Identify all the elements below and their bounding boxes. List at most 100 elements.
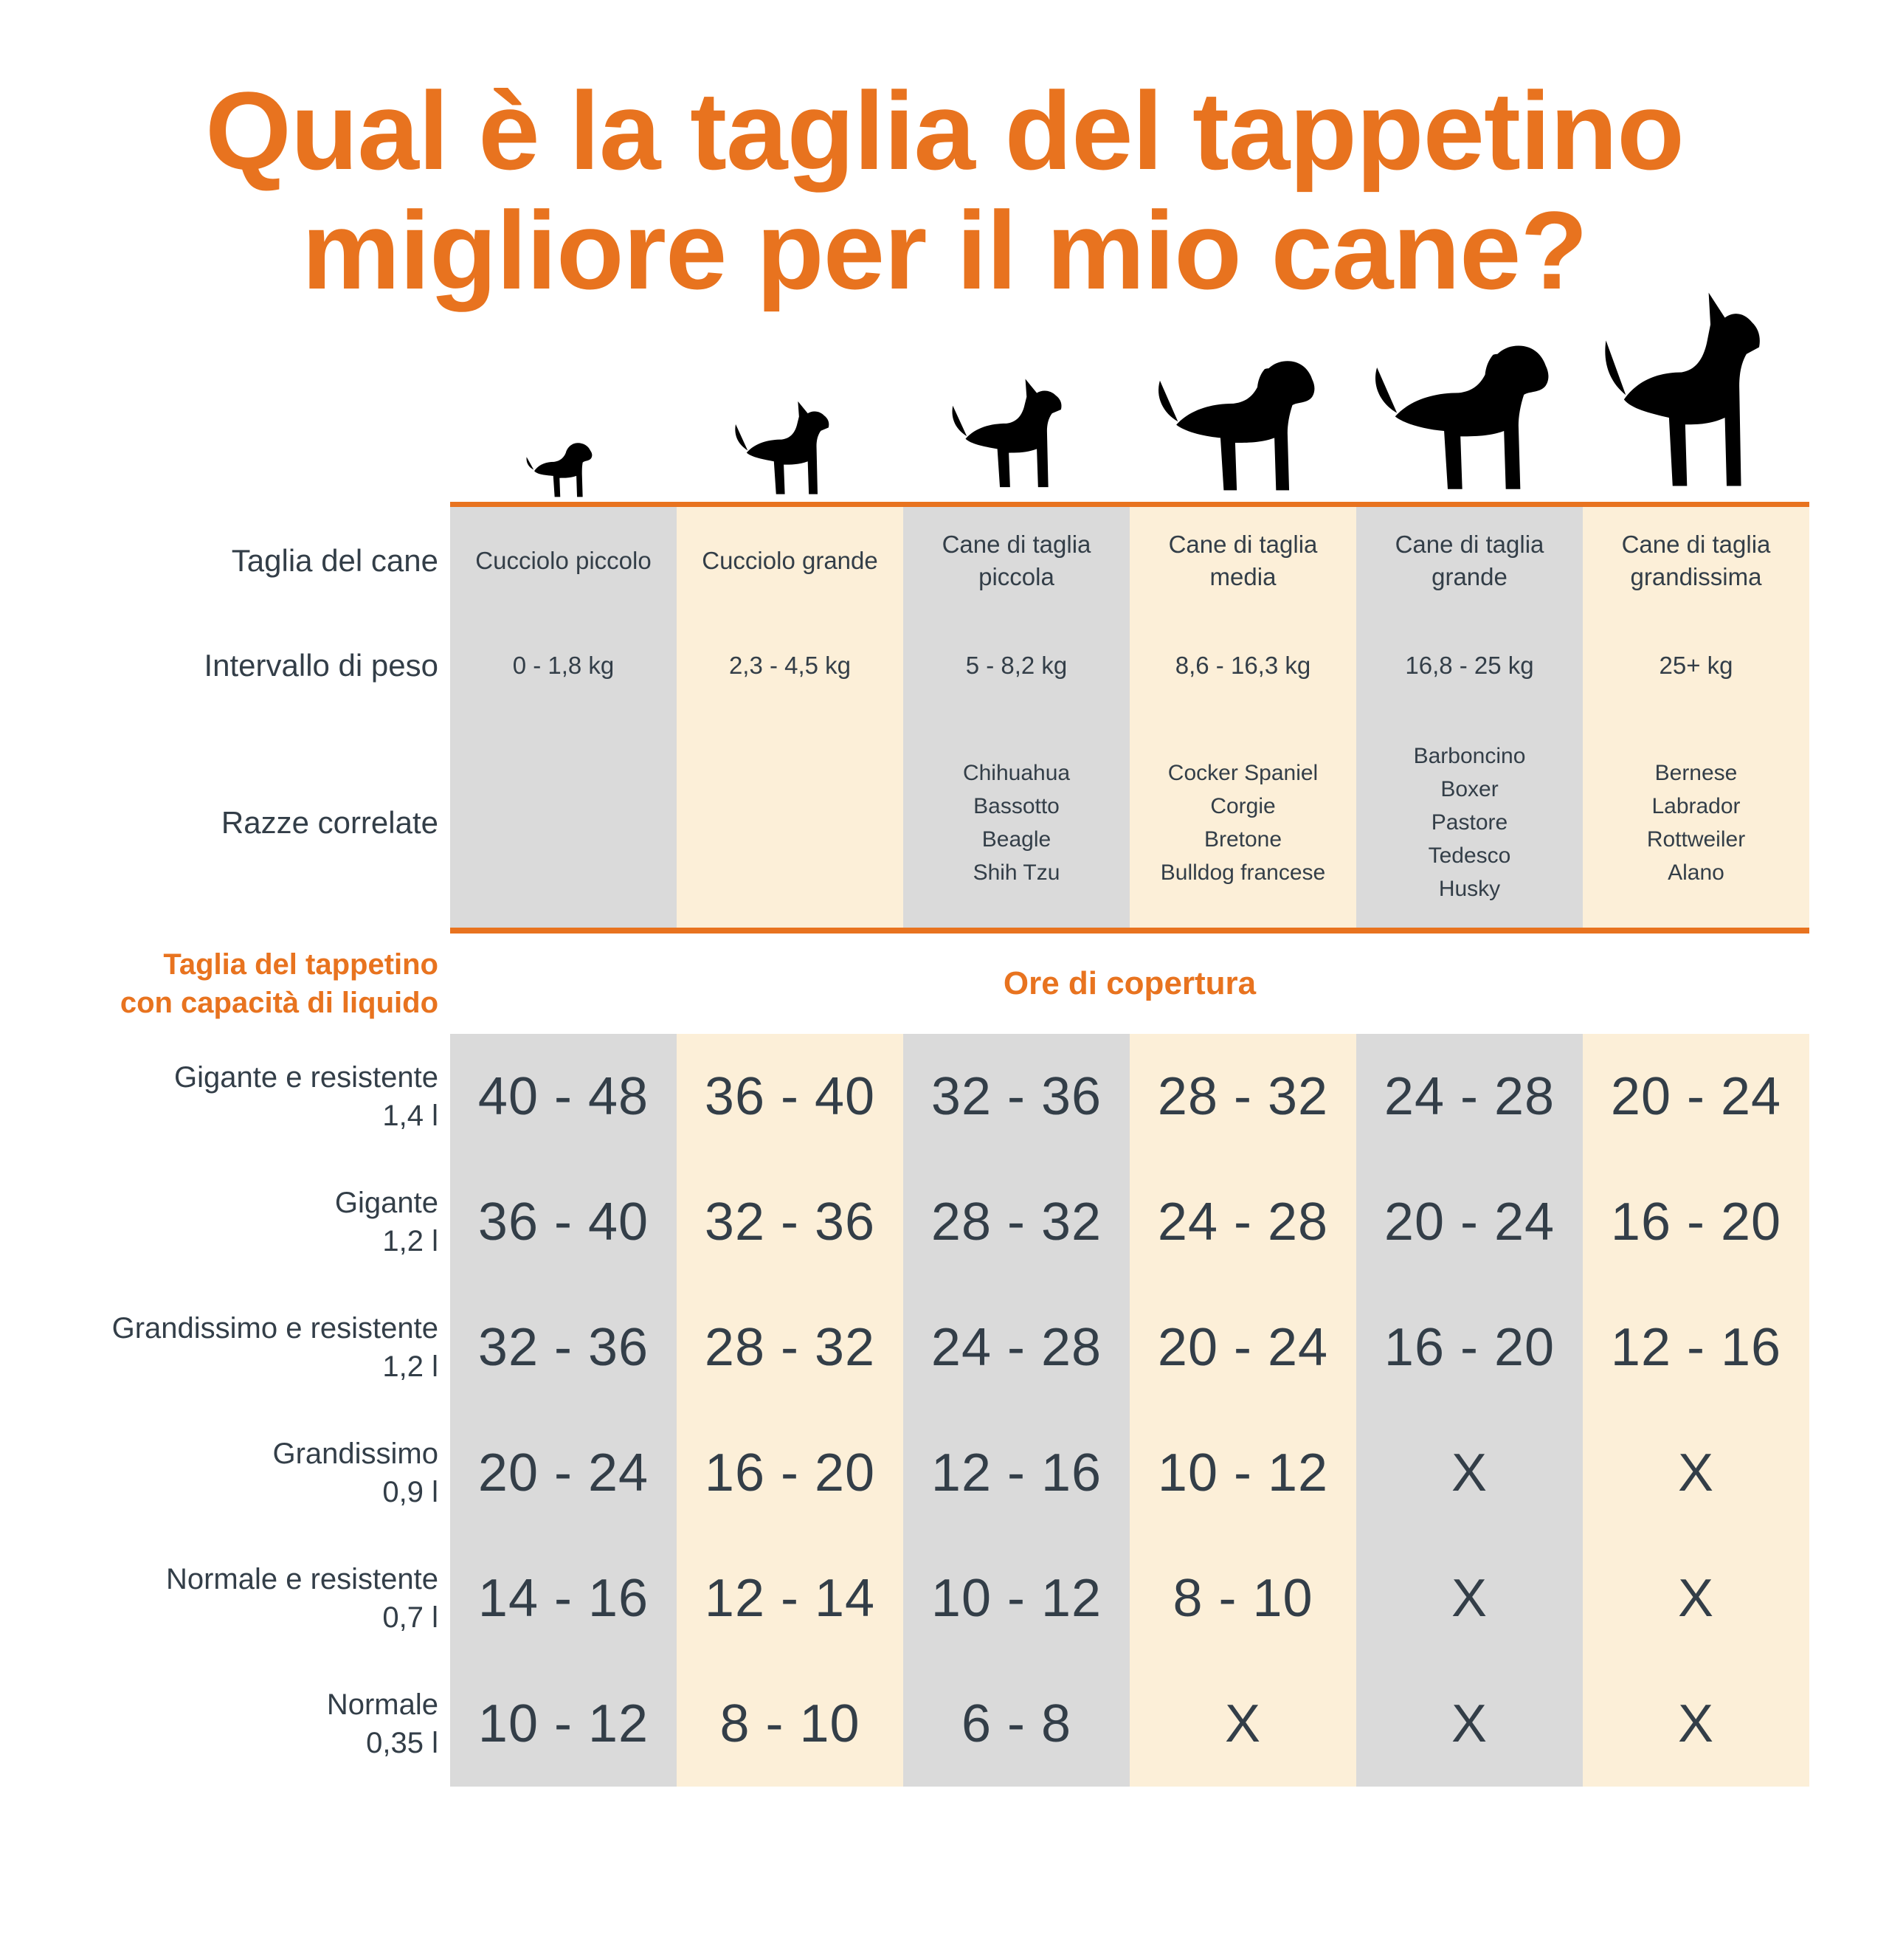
section-left-header: Taglia del tappetino con capacità di liq… xyxy=(96,945,450,1022)
section-header-row: Taglia del tappetino con capacità di liq… xyxy=(96,934,1889,1034)
dog-icon-puppy-large xyxy=(677,393,903,502)
breed-list: Bernese Labrador Rottweiler Alano xyxy=(1583,717,1809,928)
mat-row-label: Grandissimo 0,9 l xyxy=(96,1410,450,1536)
row-label-related-breeds: Razze correlate xyxy=(221,804,438,840)
mat-name: Grandissimo e resistente xyxy=(111,1312,438,1345)
coverage-cell: X xyxy=(1583,1661,1809,1787)
coverage-cell: 28 - 32 xyxy=(903,1159,1130,1285)
coverage-cell: 8 - 10 xyxy=(1130,1536,1356,1661)
coverage-cell: X xyxy=(1356,1410,1583,1536)
coverage-cell: X xyxy=(1583,1536,1809,1661)
breed-name: Shih Tzu xyxy=(973,860,1060,885)
divider-line xyxy=(450,928,1809,934)
mat-name: Gigante xyxy=(334,1187,438,1219)
coverage-cell: 20 - 24 xyxy=(1356,1159,1583,1285)
weight-value: 8,6 - 16,3 kg xyxy=(1130,614,1356,717)
dog-size-illustration-row xyxy=(450,292,1809,507)
mat-row-label: Grandissimo e resistente 1,2 l xyxy=(96,1285,450,1410)
coverage-cell: X xyxy=(1583,1410,1809,1536)
weight-value: 0 - 1,8 kg xyxy=(450,614,677,717)
breed-name: Bulldog francese xyxy=(1160,860,1326,885)
page-title: Qual è la taglia del tappetino migliore … xyxy=(0,71,1889,310)
dog-icon-large-dog xyxy=(1356,320,1583,502)
dog-icon-medium-dog xyxy=(1130,338,1356,502)
breed-list: Barboncino Boxer Pastore Tedesco Husky xyxy=(1356,717,1583,928)
coverage-cell: 24 - 28 xyxy=(903,1285,1130,1410)
mat-capacity: 1,2 l xyxy=(382,1225,438,1257)
coverage-cell: 16 - 20 xyxy=(1356,1285,1583,1410)
column-header: Cane di taglia grandissima xyxy=(1583,507,1809,614)
column-header: Cucciolo grande xyxy=(677,507,903,614)
coverage-cell: 10 - 12 xyxy=(1130,1410,1356,1536)
mat-name: Grandissimo xyxy=(272,1438,438,1470)
breed-name: Beagle xyxy=(981,827,1051,852)
breed-list: Chihuahua Bassotto Beagle Shih Tzu xyxy=(903,717,1130,928)
breed-name: Corgie xyxy=(1210,793,1276,818)
coverage-cell: 40 - 48 xyxy=(450,1034,677,1159)
mat-name: Normale e resistente xyxy=(165,1563,438,1595)
mat-row-label: Normale e resistente 0,7 l xyxy=(96,1536,450,1661)
coverage-cell: 16 - 20 xyxy=(677,1410,903,1536)
breed-name: Pastore xyxy=(1431,810,1508,835)
breed-name: Bretone xyxy=(1203,827,1282,852)
mat-row-label: Gigante 1,2 l xyxy=(96,1159,450,1285)
mat-capacity: 1,4 l xyxy=(382,1100,438,1132)
coverage-cell: 28 - 32 xyxy=(1130,1034,1356,1159)
coverage-cell: 36 - 40 xyxy=(677,1034,903,1159)
page-title-line2: migliore per il mio cane? xyxy=(301,188,1588,312)
coverage-cell: 20 - 24 xyxy=(1130,1285,1356,1410)
breed-name: Cocker Spaniel xyxy=(1167,760,1319,785)
mat-row-label: Gigante e resistente 1,4 l xyxy=(96,1034,450,1159)
coverage-cell: 36 - 40 xyxy=(450,1159,677,1285)
weight-value: 25+ kg xyxy=(1583,614,1809,717)
mat-row-label: Normale 0,35 l xyxy=(96,1661,450,1787)
dog-size-table: Taglia del cane Cucciolo piccolo Cucciol… xyxy=(96,507,1889,928)
coverage-cell: 10 - 12 xyxy=(903,1536,1130,1661)
mat-name: Gigante e resistente xyxy=(174,1061,438,1094)
weight-value: 16,8 - 25 kg xyxy=(1356,614,1583,717)
coverage-cell: 32 - 36 xyxy=(903,1034,1130,1159)
row-label-weight-range: Intervallo di peso xyxy=(204,648,438,683)
coverage-cell: 32 - 36 xyxy=(677,1159,903,1285)
column-header: Cane di taglia media xyxy=(1130,507,1356,614)
coverage-cell: 20 - 24 xyxy=(450,1410,677,1536)
dog-icon-giant-dog xyxy=(1583,275,1809,502)
breed-name: Husky xyxy=(1438,877,1501,901)
breed-name: Bernese xyxy=(1654,760,1738,785)
mat-capacity: 0,9 l xyxy=(382,1476,438,1508)
dog-icon-puppy-small xyxy=(450,432,677,502)
mat-name: Normale xyxy=(326,1688,438,1721)
breed-name: Rottweiler xyxy=(1646,827,1746,852)
coverage-cell: 14 - 16 xyxy=(450,1536,677,1661)
breed-list: Cocker Spaniel Corgie Bretone Bulldog fr… xyxy=(1130,717,1356,928)
weight-value: 5 - 8,2 kg xyxy=(903,614,1130,717)
weight-value: 2,3 - 4,5 kg xyxy=(677,614,903,717)
coverage-cell: X xyxy=(1356,1661,1583,1787)
breed-name: Chihuahua xyxy=(962,760,1071,785)
coverage-cell: X xyxy=(1130,1661,1356,1787)
mat-capacity: 1,2 l xyxy=(382,1350,438,1383)
column-header: Cane di taglia piccola xyxy=(903,507,1130,614)
coverage-cell: 10 - 12 xyxy=(450,1661,677,1787)
breed-list xyxy=(450,717,677,928)
coverage-cell: X xyxy=(1356,1536,1583,1661)
coverage-cell: 12 - 16 xyxy=(903,1410,1130,1536)
page-title-line1: Qual è la taglia del tappetino xyxy=(205,69,1685,193)
breed-name: Tedesco xyxy=(1428,843,1511,868)
breed-name: Bassotto xyxy=(973,793,1060,818)
row-label-dog-size: Taglia del cane xyxy=(231,542,438,578)
breed-name: Boxer xyxy=(1440,777,1499,801)
coverage-cell: 28 - 32 xyxy=(677,1285,903,1410)
mat-capacity: 0,7 l xyxy=(382,1601,438,1634)
column-header: Cucciolo piccolo xyxy=(450,507,677,614)
breed-name: Alano xyxy=(1668,860,1724,885)
section-left-header-line1: Taglia del tappetino xyxy=(163,948,438,981)
coverage-cell: 12 - 16 xyxy=(1583,1285,1809,1410)
dog-icon-chihuahua xyxy=(903,363,1130,502)
coverage-cell: 20 - 24 xyxy=(1583,1034,1809,1159)
breed-list xyxy=(677,717,903,928)
section-center-header: Ore di copertura xyxy=(1003,965,1257,1001)
coverage-cell: 16 - 20 xyxy=(1583,1159,1809,1285)
coverage-cell: 32 - 36 xyxy=(450,1285,677,1410)
coverage-cell: 24 - 28 xyxy=(1356,1034,1583,1159)
